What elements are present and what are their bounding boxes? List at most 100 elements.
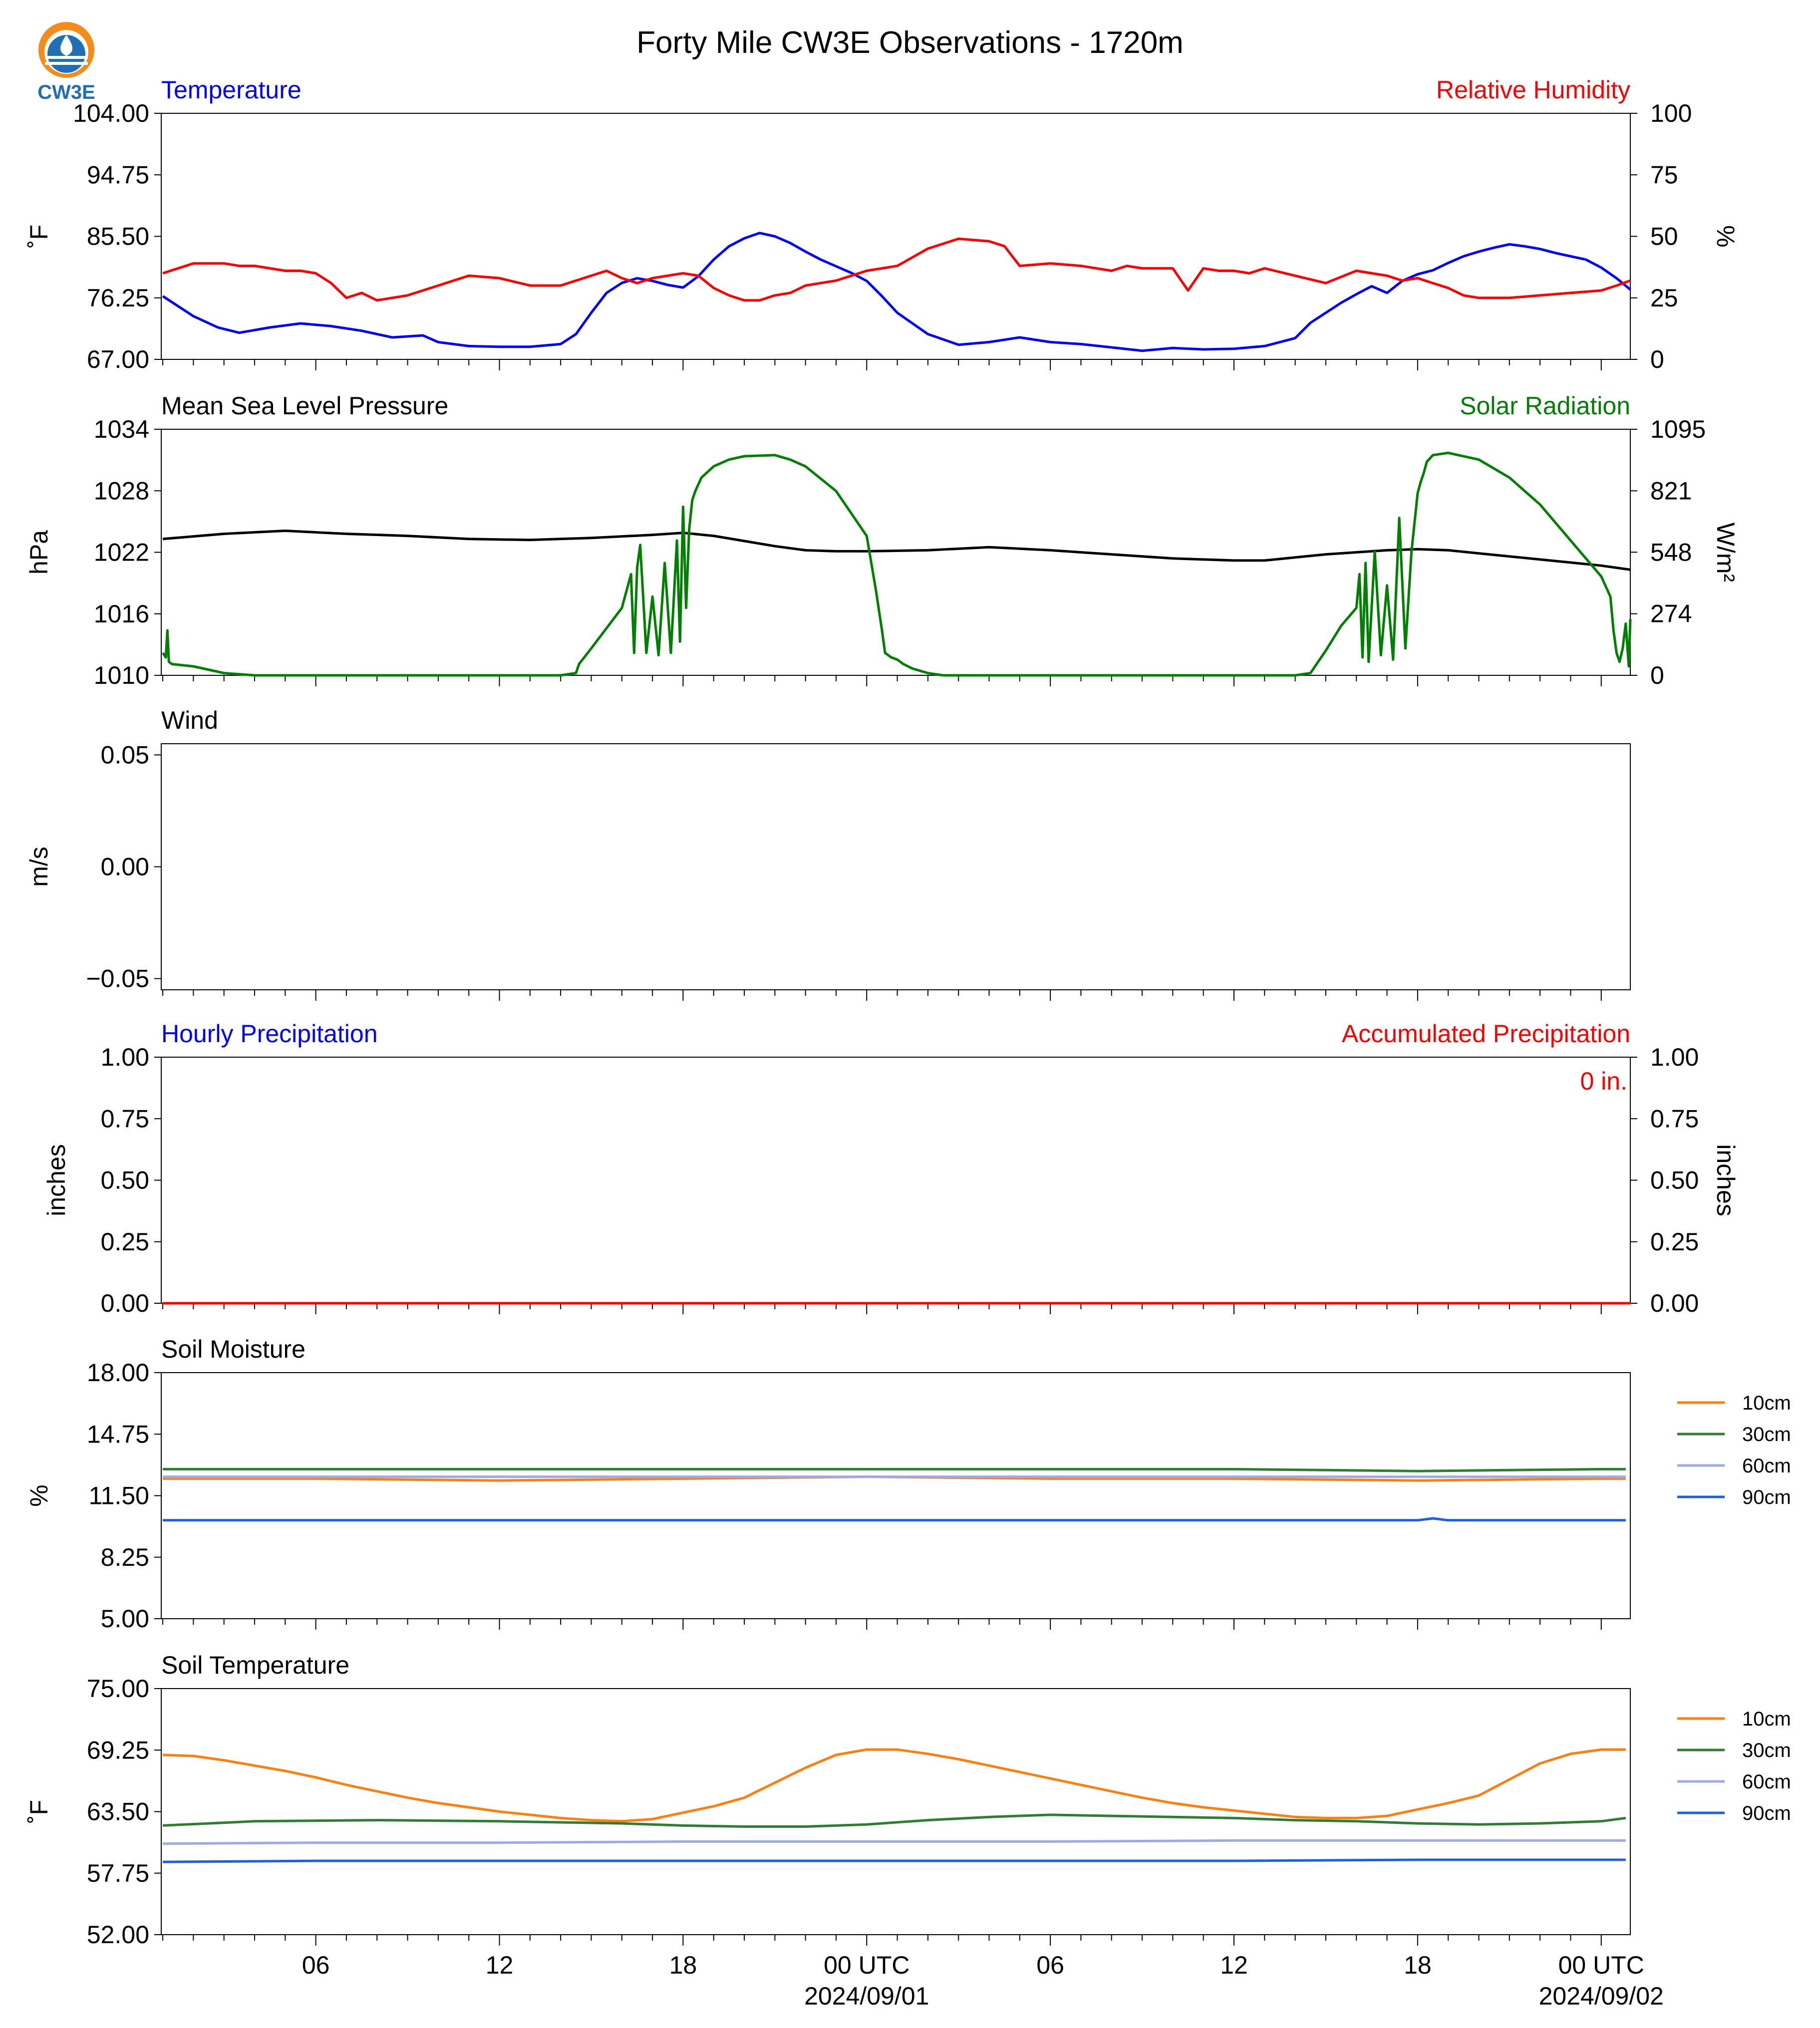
y2-tick-label: 100 — [1650, 99, 1692, 127]
panels: Temperature Relative Humidity 67.00 76.25 85… — [25, 76, 1791, 2010]
y-tick-label: 57.75 — [87, 1859, 149, 1887]
series-30cm — [163, 1467, 1626, 1472]
y-tick-label: 94.75 — [87, 161, 149, 189]
legend-label: 90cm — [1742, 1486, 1791, 1508]
legend-label: 30cm — [1742, 1424, 1791, 1446]
panel-pressure_solar: Mean Sea Level Pressure Solar Radiation 10… — [25, 392, 1740, 689]
panel-wind: Wind −0.05 0.00 0.05 m/s — [25, 706, 1631, 1001]
series-90cm — [163, 1517, 1626, 1522]
y-tick-label: 1034 — [94, 415, 149, 443]
y2-tick-label: 1.00 — [1650, 1043, 1699, 1071]
y-axis-label: ˚F — [25, 1800, 53, 1823]
y2-axis-label: inches — [1712, 1144, 1740, 1216]
y2-tick-label: 0.25 — [1650, 1228, 1699, 1256]
series-30cm — [162, 1813, 1626, 1828]
y2-tick-label: 75 — [1650, 161, 1678, 189]
left-title: Wind — [161, 706, 218, 734]
logo-text: CW3E — [37, 81, 95, 103]
y2-tick-label: 0 — [1650, 661, 1664, 689]
legend-label: 10cm — [1742, 1392, 1791, 1414]
x-tick-label: 00 UTC — [824, 1951, 910, 1979]
y-tick-label: 67.00 — [87, 345, 149, 373]
right-title: Solar Radiation — [1460, 392, 1630, 420]
y-tick-label: 0.00 — [101, 853, 149, 881]
series-10cm — [163, 1748, 1626, 1823]
y-tick-label: 1016 — [94, 600, 149, 628]
y2-axis-label: % — [1712, 225, 1740, 247]
y-tick-label: 18.00 — [87, 1359, 149, 1387]
panel-soil_moisture: Soil Moisture 5.00 8.25 11.50 14.75 18.00% 10c… — [25, 1335, 1791, 1633]
y-axis-label: hPa — [25, 530, 53, 575]
y2-tick-label: 0.50 — [1650, 1166, 1699, 1194]
left-title: Soil Moisture — [161, 1335, 305, 1363]
cw3e-logo: CW3E — [37, 22, 95, 103]
y2-tick-label: 0.75 — [1650, 1105, 1699, 1133]
y-tick-label: −0.05 — [86, 965, 149, 993]
y2-tick-label: 274 — [1650, 600, 1692, 628]
legend-label: 90cm — [1742, 1802, 1791, 1824]
x-date-label: 2024/09/02 — [1539, 1982, 1664, 2010]
series-mean-sea-level-pressure — [162, 529, 1631, 571]
y-tick-label: 8.25 — [101, 1543, 149, 1571]
panel-soil_temperature: Soil Temperature 52.00 57.75 63.50 69.25 75.0… — [25, 1651, 1791, 2010]
y-tick-label: 1010 — [94, 661, 149, 689]
panel-precip: Hourly Precipitation Accumulated Precipit… — [42, 1020, 1740, 1317]
y-tick-label: 1.00 — [101, 1043, 149, 1071]
y2-tick-label: 25 — [1650, 284, 1678, 312]
right-title: Accumulated Precipitation — [1342, 1020, 1630, 1048]
y-tick-label: 76.25 — [87, 284, 149, 312]
right-title: Relative Humidity — [1436, 76, 1630, 104]
y2-tick-label: 548 — [1650, 538, 1692, 566]
x-tick-label: 06 — [302, 1951, 330, 1979]
x-tick-label: 18 — [1404, 1951, 1432, 1979]
figure-title: Forty Mile CW3E Observations - 1720m — [636, 25, 1184, 60]
panel-temp_rh: Temperature Relative Humidity 67.00 76.25 85… — [25, 76, 1740, 373]
series-relative-humidity — [162, 237, 1631, 302]
y-tick-label: 11.50 — [89, 1482, 149, 1510]
y2-tick-label: 1095 — [1650, 415, 1706, 443]
y-tick-label: 1028 — [94, 477, 149, 505]
y2-tick-label: 821 — [1650, 477, 1692, 505]
y2-tick-label: 50 — [1650, 223, 1678, 251]
left-title: Temperature — [161, 76, 302, 104]
y-tick-label: 52.00 — [87, 1921, 149, 1949]
y-tick-label: 0.05 — [101, 741, 149, 769]
y-tick-label: 69.25 — [87, 1736, 149, 1764]
x-tick-label: 12 — [486, 1951, 514, 1979]
y-axis-label: inches — [42, 1144, 70, 1216]
x-tick-label: 12 — [1220, 1951, 1248, 1979]
y-tick-label: 104.00 — [73, 99, 149, 127]
series-90cm — [163, 1858, 1626, 1863]
accumulated-total-label: 0 in. — [1580, 1067, 1627, 1095]
y2-tick-label: 0.00 — [1650, 1289, 1699, 1317]
y-tick-label: 0.00 — [101, 1289, 149, 1317]
legend-label: 10cm — [1742, 1708, 1791, 1730]
legend-label: 30cm — [1742, 1739, 1791, 1761]
y-axis-label: ˚F — [25, 225, 53, 248]
y-tick-label: 63.50 — [87, 1798, 149, 1826]
y-tick-label: 1022 — [94, 539, 149, 567]
y-tick-label: 5.00 — [101, 1605, 149, 1633]
x-date-label: 2024/09/01 — [804, 1982, 929, 2010]
y2-axis-label: W/m² — [1712, 523, 1740, 582]
legend-label: 60cm — [1742, 1455, 1791, 1477]
y-axis-label: % — [25, 1484, 53, 1506]
x-tick-label: 06 — [1036, 1951, 1064, 1979]
legend-label: 60cm — [1742, 1771, 1791, 1793]
left-title: Soil Temperature — [161, 1651, 349, 1679]
y-tick-label: 0.25 — [101, 1228, 149, 1256]
series-solar-radiation — [162, 451, 1632, 677]
series-temperature — [162, 232, 1631, 352]
y-tick-label: 0.75 — [101, 1105, 149, 1133]
left-title: Mean Sea Level Pressure — [161, 392, 448, 420]
y-tick-label: 0.50 — [101, 1166, 149, 1194]
y2-tick-label: 0 — [1650, 345, 1664, 373]
x-tick-label: 18 — [669, 1951, 697, 1979]
y-tick-label: 75.00 — [87, 1675, 149, 1703]
left-title: Hourly Precipitation — [161, 1020, 378, 1048]
y-tick-label: 85.50 — [87, 223, 149, 251]
y-axis-label: m/s — [25, 847, 53, 887]
x-tick-label: 00 UTC — [1558, 1951, 1644, 1979]
y-tick-label: 14.75 — [87, 1420, 149, 1448]
